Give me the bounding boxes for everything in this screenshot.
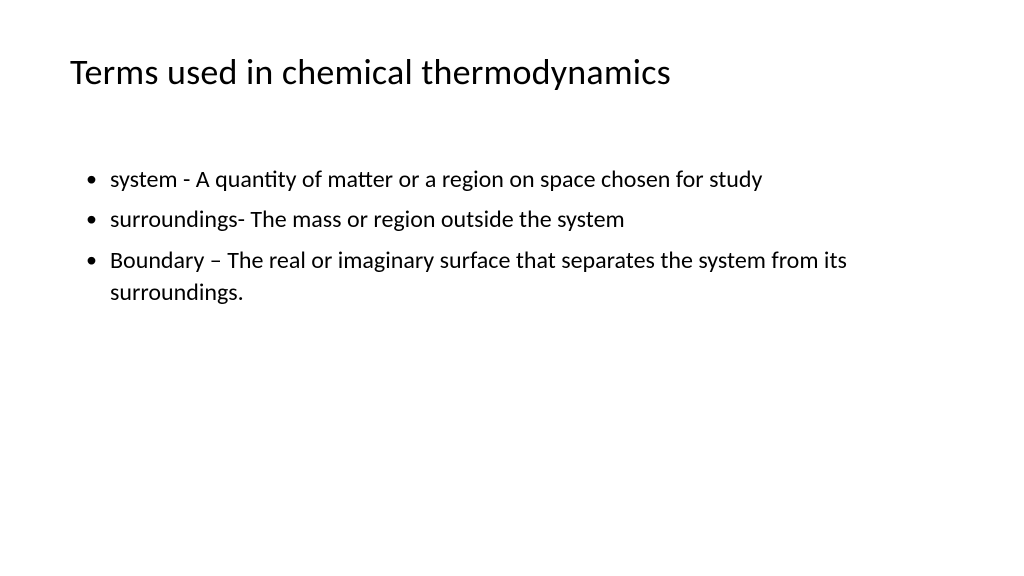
bullet-item: system - A quantity of matter or a regio… bbox=[80, 164, 964, 196]
bullet-list: system - A quantity of matter or a regio… bbox=[70, 164, 964, 310]
bullet-item: surroundings- The mass or region outside… bbox=[80, 204, 964, 236]
slide-title: Terms used in chemical thermodynamics bbox=[70, 50, 964, 94]
bullet-item: Boundary – The real or imaginary surface… bbox=[80, 245, 964, 310]
